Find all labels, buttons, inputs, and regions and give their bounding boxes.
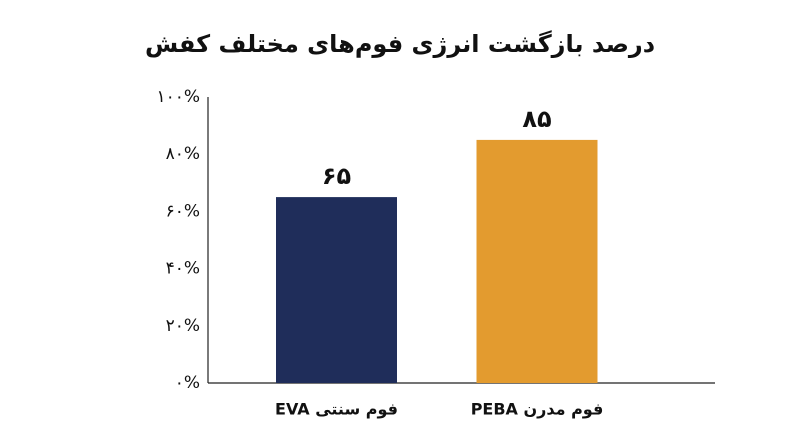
y-tick-label: ۶۰% <box>166 201 200 221</box>
value-label: ۶۵ <box>322 162 351 190</box>
bar <box>276 197 397 383</box>
chart-title: درصد بازگشت انرژی فوم‌های مختلف کفش <box>145 30 655 58</box>
bar <box>476 139 598 383</box>
y-tick-label: ۱۰۰% <box>156 87 200 107</box>
x-tick-label: فوم سنتی EVA <box>275 400 398 419</box>
y-tick-label: ۴۰% <box>166 259 200 279</box>
x-tick-label: فوم مدرن PEBA <box>471 400 604 419</box>
y-tick-label: ۰% <box>175 373 200 393</box>
y-tick-label: ۸۰% <box>166 144 200 164</box>
value-label: ۸۵ <box>522 105 551 133</box>
y-tick-label: ۲۰% <box>166 316 200 336</box>
